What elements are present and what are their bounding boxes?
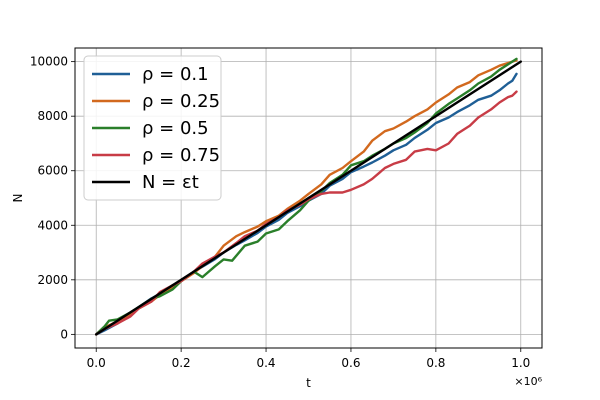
- plot-area-frame: [74, 47, 543, 349]
- series-lines: [95, 57, 522, 336]
- axis-ticks: 0.0 0.2 0.4 0.6 0.8 1.0 0 2000 4000 6000 8000 10000: [30, 55, 531, 370]
- legend-label-0: ρ = 0.1: [142, 64, 209, 85]
- x-axis-label: t: [306, 376, 311, 390]
- legend-label-3: ρ = 0.75: [142, 145, 220, 166]
- legend-label-1: ρ = 0.25: [142, 91, 220, 112]
- y-tick-label: 8000: [37, 109, 68, 123]
- x-tick-label: 0.2: [172, 356, 191, 370]
- y-tick-label: 6000: [37, 164, 68, 178]
- x-tick-label: 1.0: [511, 356, 530, 370]
- y-tick-label: 4000: [37, 218, 68, 232]
- y-tick-label: 2000: [37, 273, 68, 287]
- x-tick-label: 0.4: [256, 356, 275, 370]
- y-tick-label: 10000: [30, 55, 68, 69]
- x-tick-label: 0.0: [87, 356, 106, 370]
- x-tick-label: 0.8: [426, 356, 445, 370]
- legend-box: [83, 55, 222, 201]
- x-axis-scale-offset: ×10⁶: [514, 375, 542, 388]
- y-tick-label: 0: [60, 327, 68, 341]
- legend-label-4: N = εt: [142, 172, 199, 193]
- series-line-4: [95, 60, 522, 336]
- series-line-2: [95, 57, 518, 336]
- x-tick-label: 0.6: [341, 356, 360, 370]
- y-axis-label: N: [11, 194, 25, 203]
- legend: ρ = 0.1 ρ = 0.25 ρ = 0.5 ρ = 0.75 N = εt: [83, 55, 222, 201]
- legend-label-2: ρ = 0.5: [142, 118, 209, 139]
- series-line-1: [95, 59, 518, 336]
